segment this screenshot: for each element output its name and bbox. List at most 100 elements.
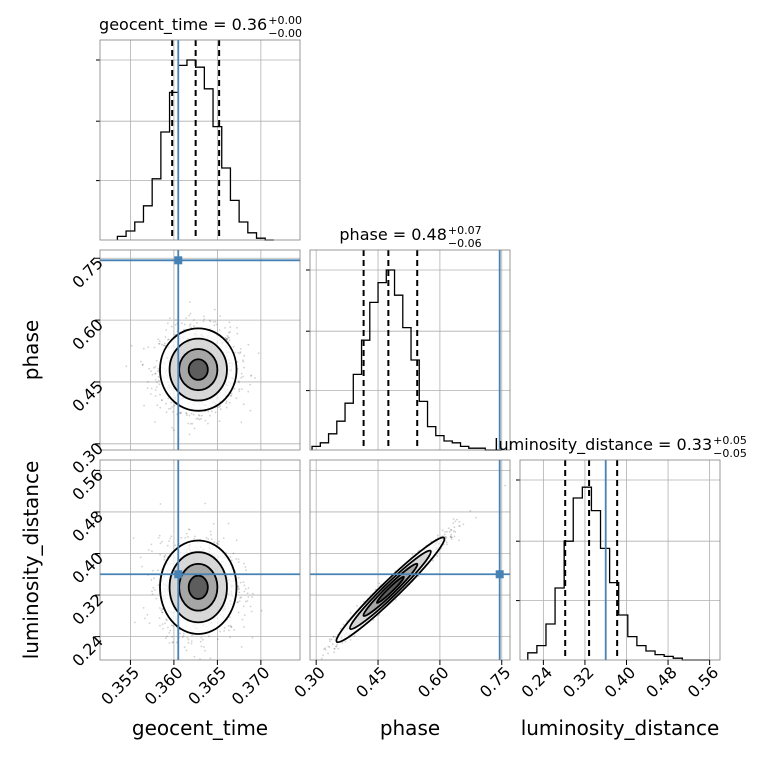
sample-point: [237, 351, 240, 354]
sample-point: [230, 625, 233, 628]
sample-point: [212, 321, 215, 323]
sample-point: [452, 518, 455, 520]
sample-point: [142, 607, 145, 609]
sample-point: [201, 414, 203, 417]
hist-panel-geocent_time: geocent_time = 0.36 +0.00−0.00: [96, 14, 302, 241]
sample-point: [243, 614, 246, 616]
sample-point: [251, 596, 254, 599]
sample-point: [252, 592, 254, 595]
sample-point: [168, 632, 171, 634]
sample-point: [197, 414, 200, 416]
sample-point: [454, 520, 457, 523]
sample-point: [238, 591, 241, 594]
sample-point: [449, 536, 452, 538]
sample-point: [133, 621, 136, 624]
sample-point: [250, 375, 252, 377]
sample-point: [199, 658, 201, 660]
sample-point: [335, 645, 337, 648]
sample-point: [204, 419, 207, 422]
density-fill: [188, 575, 208, 599]
sample-point: [325, 661, 327, 663]
sample-point: [151, 593, 154, 596]
sample-point: [450, 538, 453, 540]
sample-point: [171, 426, 174, 429]
x-tick-label: 0.56: [684, 663, 723, 702]
sample-point: [374, 588, 377, 591]
sample-point: [155, 597, 158, 600]
sample-point: [349, 639, 352, 641]
sample-point: [191, 422, 194, 425]
sample-point: [167, 397, 170, 400]
sample-point: [198, 418, 201, 421]
x-tick-label: 0.48: [642, 663, 681, 702]
x-axis-label-geocent_time: geocent_time: [132, 716, 268, 740]
sample-point: [190, 422, 192, 425]
sample-point: [187, 638, 190, 641]
sample-point: [242, 360, 245, 363]
sample-point: [242, 375, 245, 378]
sample-point: [189, 323, 192, 325]
x-tick-label: 0.60: [414, 663, 453, 702]
sample-point: [175, 641, 178, 644]
sample-point: [193, 655, 196, 658]
sample-point: [204, 502, 207, 505]
panel-frame: [519, 459, 721, 661]
sample-point: [151, 550, 153, 553]
sample-point: [158, 383, 161, 386]
sample-point: [208, 319, 211, 322]
sample-point: [207, 410, 210, 413]
sample-point: [139, 556, 142, 559]
sample-point: [430, 540, 432, 543]
sample-point: [154, 373, 157, 375]
sample-point: [243, 626, 245, 628]
sample-point: [333, 647, 336, 650]
sample-point: [450, 533, 453, 536]
sample-point: [228, 339, 231, 341]
sample-point: [146, 613, 149, 616]
sample-point: [236, 326, 238, 329]
sample-point: [173, 429, 175, 431]
sample-point: [180, 411, 182, 414]
sample-point: [224, 336, 227, 339]
sample-point: [504, 484, 507, 487]
sample-point: [144, 617, 146, 620]
sample-point: [159, 553, 162, 556]
sample-point: [454, 530, 457, 533]
sample-point: [230, 626, 233, 629]
sample-point: [171, 641, 174, 644]
x-tick-label: 0.40: [601, 663, 640, 702]
density-fill: [376, 576, 404, 603]
sample-point: [353, 635, 356, 637]
sample-point: [164, 336, 167, 338]
sample-point: [162, 344, 165, 347]
sample-point: [251, 636, 254, 639]
sample-point: [191, 634, 194, 636]
sample-point: [140, 360, 142, 363]
sample-point: [378, 582, 381, 585]
sample-point: [246, 592, 249, 595]
sample-point: [161, 343, 163, 346]
sample-point: [185, 412, 188, 414]
panel-content: [310, 460, 510, 663]
hist-panel-luminosity_distance: luminosity_distance = 0.33 +0.05−0.05: [494, 434, 747, 661]
sample-point: [160, 399, 163, 401]
x-tick-label: 0.24: [517, 663, 556, 702]
sample-point: [187, 641, 190, 644]
sample-point: [356, 605, 358, 607]
sample-point: [163, 342, 166, 345]
sample-point: [411, 553, 414, 556]
sample-point: [229, 636, 232, 639]
sample-point: [327, 652, 329, 655]
sample-point: [168, 642, 171, 644]
sample-point: [141, 565, 143, 568]
sample-point: [320, 657, 323, 660]
sample-point: [227, 625, 230, 627]
sample-point: [453, 526, 456, 529]
sample-point: [257, 352, 260, 355]
sample-point: [203, 315, 205, 318]
sample-point: [247, 596, 250, 598]
sample-point: [232, 552, 235, 555]
sample-point: [204, 649, 206, 652]
sample-point: [250, 610, 253, 613]
sample-point: [166, 635, 168, 638]
